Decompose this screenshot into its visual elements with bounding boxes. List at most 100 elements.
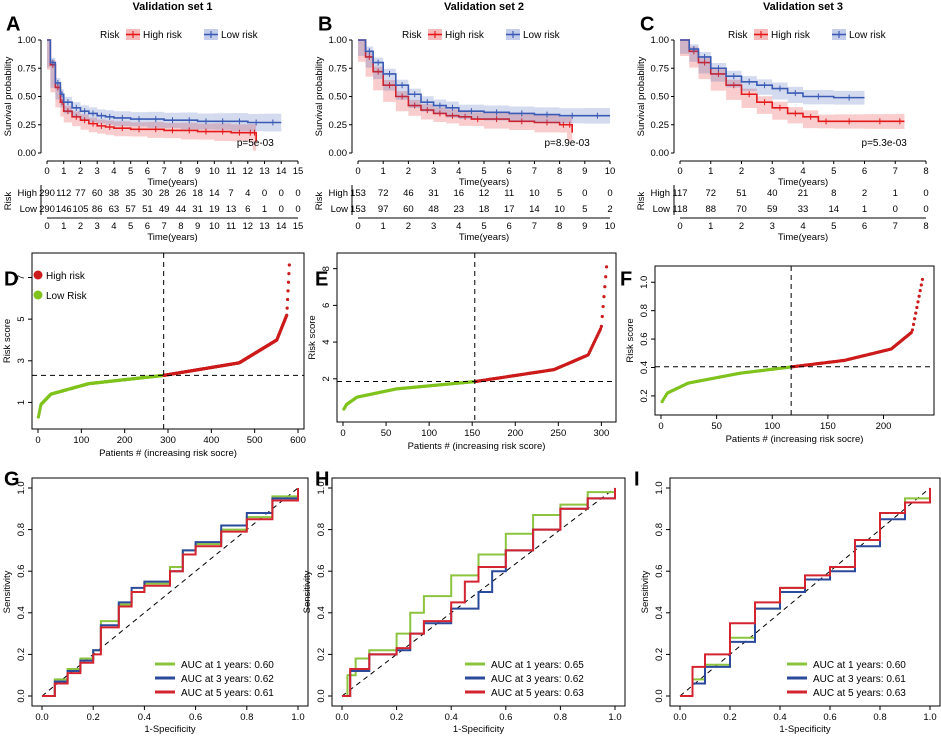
x-tick-label: 0.4 (773, 712, 786, 723)
risk-count: 0 (279, 188, 284, 199)
x-tick-label: 4 (456, 166, 461, 177)
y-tick-label: 0.50 (329, 92, 348, 103)
x-tick-label: 1.0 (608, 712, 621, 723)
high-risk-point (286, 289, 290, 293)
risk-x-tick-label: 4 (111, 221, 116, 232)
x-tick-label: 11 (226, 166, 236, 177)
x-tick-label: 4 (111, 166, 116, 177)
risk-x-tick-label: 8 (923, 221, 928, 232)
confidence-band-high (47, 40, 257, 151)
x-axis-label: Patients # (increasing risk socre) (726, 434, 864, 445)
risk-count: 18 (192, 188, 203, 199)
x-tick-label: 150 (820, 421, 836, 432)
risk-count: 0 (893, 204, 898, 215)
y-tick-label: 8 (321, 266, 332, 271)
y-axis-label: Sensitivity (2, 570, 13, 613)
high-risk-point (602, 295, 606, 299)
x-tick-label: 600 (290, 435, 306, 446)
risk-count: 49 (159, 204, 170, 215)
panel-g: G 0.0 0.2 0.4 0.6 0.8 1.0 0.0 0.2 0.4 0.6 0.8 1.0 1-S… (2, 469, 309, 735)
legend-label: High risk (143, 30, 183, 41)
y-axis-label: Risk score (2, 319, 13, 363)
y-tick-label: 5 (16, 316, 27, 321)
x-tick-label: 3 (431, 166, 436, 177)
x-tick-label: 50 (381, 428, 392, 439)
legend-label: AUC at 3 years: 0.62 (491, 674, 584, 685)
panel-letter: C (640, 14, 654, 36)
confidence-band-low (47, 40, 282, 132)
legend-label-low: Low Risk (46, 291, 88, 302)
risk-count: 18 (479, 204, 490, 215)
risk-count: 14 (209, 188, 220, 199)
legend-label-high: High risk (46, 271, 86, 282)
y-tick-label: 4 (321, 339, 332, 344)
x-tick-label: 15 (293, 166, 304, 177)
x-tick-label: 0.2 (723, 712, 736, 723)
y-tick-label: 6 (321, 303, 332, 308)
survival-curve-high-risk (680, 39, 905, 123)
x-tick-label: 8 (178, 166, 183, 177)
risk-count: 2 (862, 188, 867, 199)
risk-table-xlabel: Time(years) (778, 232, 828, 243)
risk-count: 11 (504, 188, 514, 199)
y-tick-label: 0.8 (316, 523, 327, 536)
x-tick-label: 0.8 (554, 712, 567, 723)
risk-count: 14 (529, 204, 540, 215)
y-tick-label: 0.8 (639, 304, 650, 317)
y-tick-label: 0.6 (316, 565, 327, 578)
plot-frame (31, 477, 309, 707)
x-tick-label: 6 (145, 166, 150, 177)
y-tick-label: 0.8 (654, 523, 665, 536)
x-tick-label: 150 (464, 428, 480, 439)
panel-i: I 0.0 0.2 0.4 0.6 0.8 1.0 0.0 0.2 0.4 0.6 0.8 1.0 1-S… (634, 469, 941, 735)
x-axis-label: 1-Specificity (144, 724, 195, 735)
x-tick-label: 5 (128, 166, 133, 177)
y-tick-label: 0.50 (651, 92, 670, 103)
x-tick-label: 0.6 (823, 712, 836, 723)
roc-curve-3-years (680, 488, 931, 697)
p-value: p=5e-03 (237, 138, 274, 149)
panel-letter: B (318, 14, 332, 36)
risk-table-xlabel: Time(years) (147, 232, 197, 243)
risk-count: 63 (109, 204, 120, 215)
risk-count: 118 (672, 204, 687, 215)
x-tick-label: 250 (550, 428, 566, 439)
risk-table-title: Risk (314, 192, 325, 211)
x-tick-label: 0.8 (240, 712, 253, 723)
y-tick-label: 0.75 (329, 63, 348, 74)
risk-x-tick-label: 0 (677, 221, 682, 232)
x-axis-label: Time(years) (147, 177, 197, 188)
risk-count: 153 (350, 204, 366, 215)
panel-e: E 0 50 100 150 200 250 300 2 4 6 8 Patients # (incre… (307, 252, 617, 452)
y-tick-label: 0.75 (651, 63, 670, 74)
x-tick-label: 0 (658, 421, 663, 432)
x-tick-label: 0.0 (335, 712, 348, 723)
x-axis-label: 1-Specificity (779, 724, 830, 735)
risk-table-title: Risk (3, 192, 14, 211)
y-tick-label: 1.00 (329, 35, 348, 46)
x-tick-label: 10 (209, 166, 220, 177)
panel-letter: I (634, 469, 640, 491)
risk-x-tick-label: 11 (226, 221, 236, 232)
chart-title: Validation set 1 (132, 1, 212, 13)
confidence-band-low (680, 40, 865, 105)
y-tick-label: 0.0 (16, 689, 27, 702)
x-tick-label: 2 (406, 166, 411, 177)
risk-x-tick-label: 3 (431, 221, 436, 232)
x-tick-label: 400 (203, 435, 219, 446)
risk-count: 57 (125, 204, 136, 215)
risk-x-tick-label: 6 (145, 221, 150, 232)
y-axis-label: Survival probability (3, 56, 14, 136)
high-risk-point (599, 324, 603, 329)
y-axis-label: Sensitivity (302, 570, 313, 613)
roc-curve-5-years (342, 488, 616, 697)
y-tick-label: 0.4 (639, 361, 650, 374)
risk-count: 153 (350, 188, 366, 199)
x-tick-label: 1 (61, 166, 66, 177)
risk-count: 0 (582, 188, 587, 199)
legend-title: Risk (100, 30, 120, 41)
x-tick-label: 8 (557, 166, 562, 177)
x-tick-label: 0 (677, 166, 682, 177)
risk-x-tick-label: 2 (406, 221, 411, 232)
